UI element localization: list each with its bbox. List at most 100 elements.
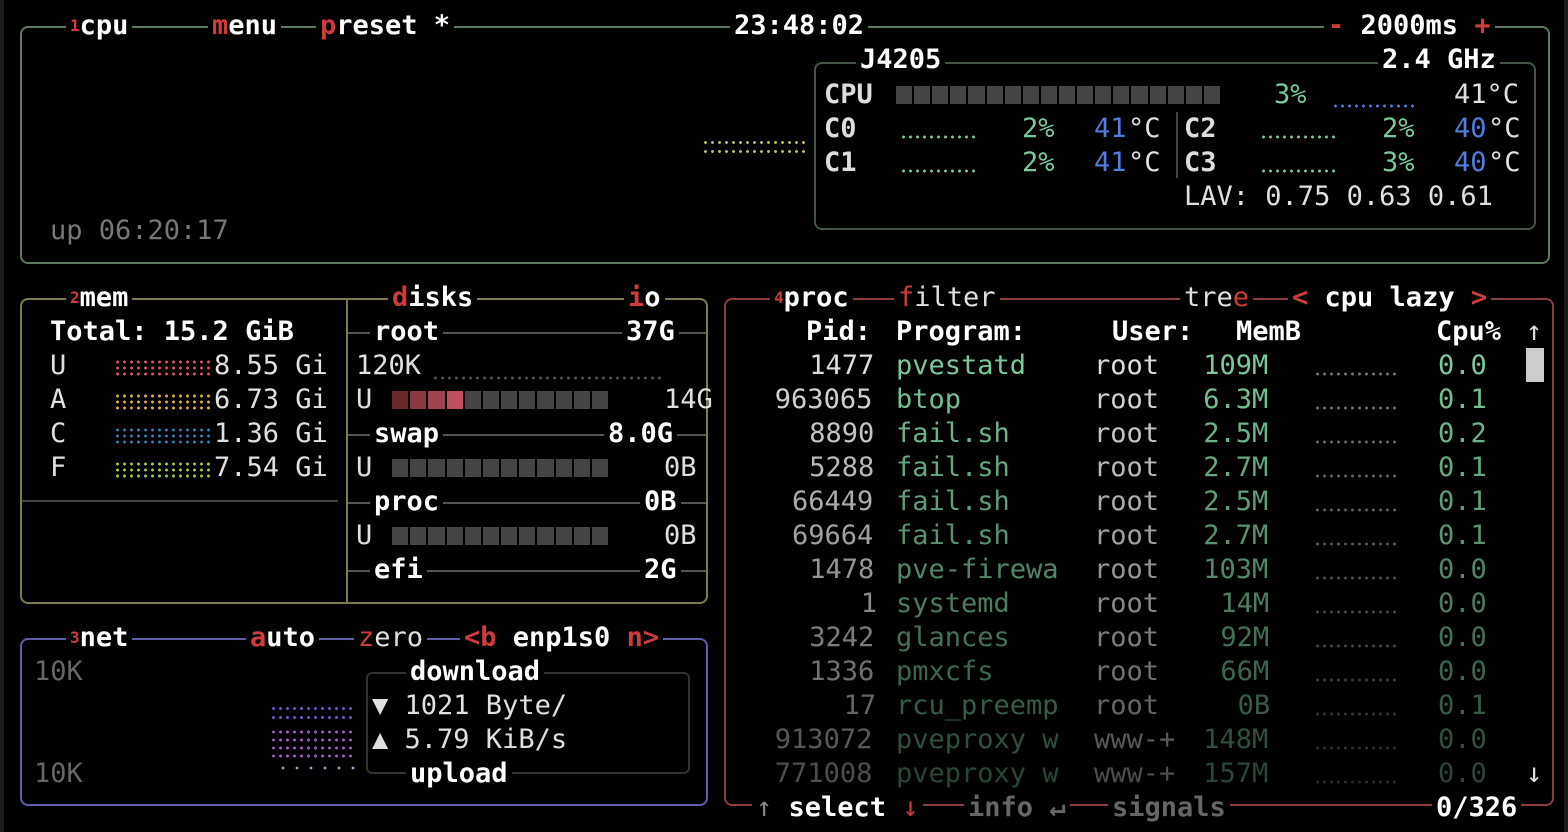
bar-segment bbox=[896, 86, 913, 104]
process-row[interactable]: 771008 pveproxy w www-+ 157M 0.0 bbox=[734, 757, 1514, 791]
process-user: root bbox=[1094, 588, 1160, 619]
process-pid: 963065 bbox=[774, 384, 873, 415]
mem-row-label: A bbox=[50, 384, 67, 415]
process-user: root bbox=[1094, 418, 1160, 449]
increase-interval-button[interactable]: + bbox=[1474, 10, 1491, 41]
disk-separator bbox=[348, 570, 706, 572]
process-cpu: 0.0 bbox=[1438, 554, 1487, 585]
process-row[interactable]: 1477 pvestatd root 109M 0.0 bbox=[734, 349, 1514, 383]
proc-panel-title[interactable]: 4proc bbox=[770, 281, 853, 315]
process-row[interactable]: 1478 pve-firewa root 103M 0.0 bbox=[734, 553, 1514, 587]
process-row[interactable]: 5288 fail.sh root 2.7M 0.1 bbox=[734, 451, 1514, 485]
bar-segment bbox=[591, 459, 609, 477]
bar-segment bbox=[591, 391, 609, 409]
process-pid: 5288 bbox=[809, 452, 875, 483]
cpu-panel-title[interactable]: 1cpu bbox=[66, 9, 133, 43]
auto-button[interactable]: auto bbox=[246, 621, 320, 655]
upload-speed: ▲ 5.79 KiB/s bbox=[372, 724, 568, 755]
bar-segment bbox=[986, 86, 1003, 104]
process-cpu: 0.0 bbox=[1438, 724, 1487, 755]
scroll-up-icon[interactable]: ↑ bbox=[1526, 316, 1543, 347]
mem-row-label: C bbox=[50, 418, 67, 449]
core-label: C0 bbox=[824, 113, 857, 144]
cpu-frequency: 2.4 GHz bbox=[1378, 43, 1500, 77]
select-control[interactable]: ↑ select ↓ bbox=[752, 791, 923, 825]
bar-segment bbox=[428, 391, 445, 409]
core-temp: 41 bbox=[1094, 113, 1127, 144]
filter-button[interactable]: filter bbox=[894, 281, 1000, 315]
process-row[interactable]: 17 rcu_preemp root 0B 0.1 bbox=[734, 689, 1514, 723]
process-cpu-graph bbox=[1314, 575, 1396, 581]
disk-size-proc: 0B bbox=[640, 485, 681, 519]
process-program: btop bbox=[896, 384, 962, 415]
interface-selector[interactable]: <b enp1s0 n> bbox=[460, 621, 664, 655]
process-row[interactable]: 1336 pmxcfs root 66M 0.0 bbox=[734, 655, 1514, 689]
cpu-model: J4205 bbox=[856, 43, 946, 77]
mem-row-label: F bbox=[50, 452, 67, 483]
process-row[interactable]: 8890 fail.sh root 2.5M 0.2 bbox=[734, 417, 1514, 451]
process-cpu: 0.0 bbox=[1438, 656, 1487, 687]
scrollbar-thumb[interactable] bbox=[1526, 348, 1544, 382]
mem-row-graph bbox=[114, 461, 212, 479]
bar-segment bbox=[932, 86, 949, 104]
bar-segment bbox=[1149, 86, 1166, 104]
process-row[interactable]: 69664 fail.sh root 2.7M 0.1 bbox=[734, 519, 1514, 553]
disk-name-efi: efi bbox=[370, 553, 427, 587]
sort-prev-button[interactable]: < bbox=[1292, 282, 1309, 313]
net-scale-bottom: 10K bbox=[34, 758, 83, 789]
mem-row-value: 7.54 Gi bbox=[214, 452, 328, 483]
net-panel-title[interactable]: 3net bbox=[66, 621, 133, 655]
decrease-interval-button[interactable]: - bbox=[1328, 10, 1345, 41]
process-row[interactable]: 963065 btop root 6.3M 0.1 bbox=[734, 383, 1514, 417]
sort-next-button[interactable]: > bbox=[1470, 282, 1488, 313]
bar-segment bbox=[482, 527, 500, 545]
bar-segment bbox=[446, 527, 463, 545]
scroll-down-icon[interactable]: ↓ bbox=[1526, 758, 1543, 789]
bar-segment bbox=[410, 459, 427, 477]
core-temp: 40 bbox=[1454, 147, 1487, 178]
tree-toggle[interactable]: tree bbox=[1180, 281, 1254, 315]
disk-size-root: 37G bbox=[622, 315, 679, 349]
next-interface-button[interactable]: n> bbox=[626, 622, 660, 653]
process-mem: 148M bbox=[1203, 724, 1269, 755]
process-pid: 66449 bbox=[792, 486, 874, 517]
disk-used-value: 0B bbox=[664, 520, 697, 551]
bar-segment bbox=[1185, 86, 1202, 104]
disks-title[interactable]: disks bbox=[388, 281, 478, 315]
bar-segment bbox=[482, 391, 500, 409]
process-program: pveproxy w bbox=[896, 724, 1059, 755]
process-mem: 14M bbox=[1220, 588, 1270, 619]
update-interval[interactable]: - 2000ms + bbox=[1324, 9, 1495, 43]
bar-segment bbox=[392, 391, 409, 409]
sort-selector[interactable]: < cpu lazy > bbox=[1288, 281, 1492, 315]
col-mem[interactable]: MemB bbox=[1236, 316, 1302, 347]
col-user[interactable]: User: bbox=[1112, 316, 1194, 347]
process-program: pve-firewa bbox=[896, 554, 1059, 585]
signals-button[interactable]: signals bbox=[1108, 791, 1230, 825]
disk-separator bbox=[348, 434, 706, 436]
col-pid[interactable]: Pid: bbox=[806, 316, 872, 347]
preset-button[interactable]: preset * bbox=[316, 9, 455, 43]
bar-segment bbox=[519, 391, 536, 409]
process-user: root bbox=[1094, 520, 1160, 551]
process-row[interactable]: 913072 pveproxy w www-+ 148M 0.0 bbox=[734, 723, 1514, 757]
process-mem: 2.7M bbox=[1203, 520, 1269, 551]
zero-button[interactable]: zero bbox=[354, 621, 428, 655]
process-row[interactable]: 1 systemd root 14M 0.0 bbox=[734, 587, 1514, 621]
mem-panel bbox=[20, 298, 708, 604]
process-cpu: 0.0 bbox=[1438, 622, 1487, 653]
prev-interface-button[interactable]: <b bbox=[464, 622, 497, 653]
col-cpu[interactable]: Cpu% bbox=[1436, 316, 1502, 347]
download-speed: ▼ 1021 Byte/ bbox=[372, 690, 568, 721]
io-toggle[interactable]: io bbox=[624, 281, 665, 315]
mem-panel-title[interactable]: 2mem bbox=[66, 281, 133, 315]
process-program: pvestatd bbox=[896, 350, 1027, 381]
info-button[interactable]: info ↵ bbox=[964, 791, 1070, 825]
process-mem: 6.3M bbox=[1203, 384, 1269, 415]
process-row[interactable]: 3242 glances root 92M 0.0 bbox=[734, 621, 1514, 655]
col-program[interactable]: Program: bbox=[896, 316, 1027, 347]
menu-button[interactable]: menu bbox=[208, 9, 282, 43]
process-user: www-+ bbox=[1094, 758, 1176, 789]
cpu-total-pct: 3% bbox=[1274, 79, 1307, 110]
process-row[interactable]: 66449 fail.sh root 2.5M 0.1 bbox=[734, 485, 1514, 519]
